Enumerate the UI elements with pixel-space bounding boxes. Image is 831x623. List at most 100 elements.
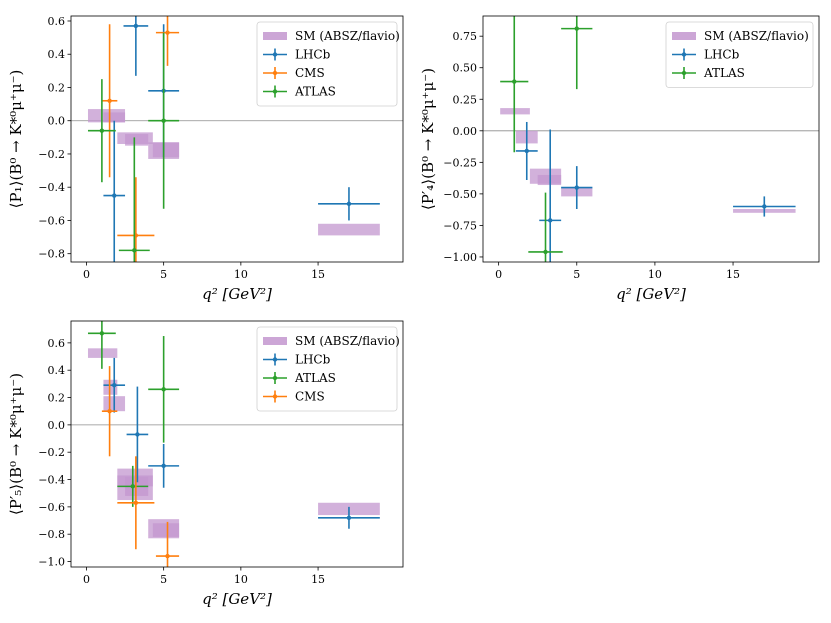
- y-tick-label-5: 0.0: [48, 419, 66, 432]
- marker: [574, 185, 579, 190]
- marker: [165, 553, 170, 559]
- y-axis-label: ⟨P′₄⟩(B⁰ → K*⁰μ⁺μ⁻): [419, 68, 437, 210]
- legend: SM (ABSZ/flavio) LHCb ATLAS: [665, 21, 814, 88]
- cms-point-1: [117, 456, 155, 550]
- marker: [112, 193, 117, 198]
- legend-label: CMS: [295, 390, 325, 404]
- marker: [99, 331, 105, 336]
- chart-p5: 0 5 10 15 −1.0 −0.8 −0.6 −0.4 −0.2 0.0 0.2 0.4 0.6 q²…: [7, 320, 404, 608]
- legend-swatch-marker: [272, 394, 278, 399]
- cms-point-0: [101, 24, 118, 178]
- legend-item-lhcb: LHCb: [672, 48, 740, 62]
- y-tick-label-3: −0.25: [443, 156, 477, 169]
- legend-item-atlas: ATLAS: [263, 371, 336, 385]
- marker: [161, 387, 166, 392]
- legend: SM (ABSZ/flavio) LHCb CMS ATLAS: [256, 21, 400, 107]
- legend-label: CMS: [295, 66, 325, 80]
- x-tick-label-3: 15: [726, 268, 740, 281]
- y-tick-label-2: −0.4: [38, 181, 65, 194]
- marker: [524, 148, 529, 154]
- legend-item-cms: CMS: [263, 390, 325, 404]
- legend-label: LHCb: [295, 353, 331, 367]
- legend-label: LHCb: [295, 48, 331, 62]
- marker: [133, 500, 139, 505]
- y-tick-label-5: 0.2: [48, 81, 66, 94]
- atlas-point-2: [561, 16, 593, 90]
- atlas-point-0: [87, 79, 116, 183]
- marker: [548, 218, 553, 223]
- atlas-point-1: [528, 192, 563, 262]
- lhcb-point-1: [123, 16, 149, 76]
- legend-swatch-marker: [681, 52, 687, 57]
- legend-label: ATLAS: [294, 85, 336, 99]
- y-tick-label-6: 0.50: [453, 62, 478, 75]
- x-tick-label-1: 5: [160, 268, 167, 281]
- marker: [165, 30, 170, 35]
- chart-p4: 0 5 10 15 −1.00 −0.75 −0.50 −0.25 0.00 0.25 0.50 0.…: [419, 15, 820, 303]
- y-axis-label: ⟨P₁⟩(B⁰ → K*⁰μ⁺μ⁻): [7, 70, 25, 209]
- legend-label: SM (ABSZ/flavio): [295, 334, 400, 348]
- y-tick-label-7: 0.4: [48, 364, 66, 377]
- sm-band-6: [318, 223, 380, 236]
- y-tick-label-0: −1.00: [443, 251, 477, 264]
- y-tick-label-7: 0.6: [48, 15, 66, 28]
- x-axis-label: q² [GeV²]: [616, 285, 686, 303]
- x-tick-label-2: 10: [234, 573, 248, 586]
- legend-item-atlas: ATLAS: [672, 66, 745, 80]
- y-tick-label-3: −0.2: [38, 148, 65, 161]
- x-axis-label: q² [GeV²]: [202, 590, 272, 608]
- y-tick-label-2: −0.50: [443, 188, 477, 201]
- y-tick-label-0: −0.8: [38, 248, 65, 261]
- x-tick-label-1: 5: [160, 573, 167, 586]
- sm-band-7: [152, 523, 180, 537]
- lhcb-point-2: [561, 166, 593, 210]
- marker: [346, 515, 352, 520]
- legend-label: ATLAS: [294, 371, 336, 385]
- lhcb-point-3: [733, 196, 796, 217]
- legend-item-lhcb: LHCb: [263, 48, 331, 62]
- legend-box: [665, 21, 814, 88]
- legend-item-atlas: ATLAS: [263, 85, 336, 99]
- plot-area: [483, 16, 819, 262]
- legend-label: LHCb: [704, 48, 740, 62]
- marker: [346, 201, 352, 207]
- marker: [762, 204, 767, 209]
- legend-item-sm-absz-flavio-: SM (ABSZ/flavio): [672, 29, 809, 43]
- y-tick-label-2: −0.6: [38, 501, 65, 514]
- atlas-point-1: [117, 465, 149, 507]
- marker: [135, 432, 140, 437]
- marker: [161, 118, 166, 123]
- y-tick-label-6: 0.2: [48, 392, 66, 405]
- marker: [543, 249, 548, 255]
- y-tick-label-7: 0.75: [453, 30, 478, 43]
- x-axis-label: q² [GeV²]: [202, 285, 272, 303]
- sm-band-3: [125, 134, 149, 146]
- legend-swatch-marker: [272, 357, 278, 362]
- legend-swatch-marker: [272, 70, 278, 76]
- legend-swatch-marker: [272, 52, 278, 57]
- legend-swatch-marker: [681, 70, 687, 76]
- marker: [107, 98, 112, 103]
- legend-label: SM (ABSZ/flavio): [704, 29, 809, 43]
- axes-frame: [482, 15, 820, 263]
- plot-area: [71, 16, 403, 262]
- marker: [130, 484, 135, 489]
- y-axis-label: ⟨P′₅⟩(B⁰ → K*⁰μ⁺μ⁻): [7, 373, 25, 515]
- y-tick-label-0: −1.0: [38, 556, 65, 569]
- legend-box: [256, 326, 398, 412]
- atlas-point-0: [87, 321, 116, 369]
- lhcb-point-0: [103, 120, 126, 262]
- legend-swatch-marker: [272, 89, 278, 94]
- lhcb-point-1: [126, 386, 149, 483]
- chart-p1: 0 5 10 15 −0.8 −0.6 −0.4 −0.2 0.0 0.2 0.4 0.6 q² [Ge…: [7, 15, 404, 303]
- marker: [99, 128, 105, 133]
- y-tick-label-4: 0.00: [453, 125, 478, 138]
- atlas-point-1: [118, 137, 150, 262]
- y-tick-label-4: −0.2: [38, 446, 65, 459]
- x-tick-label-0: 0: [495, 268, 502, 281]
- x-tick-label-2: 10: [648, 268, 662, 281]
- y-tick-label-1: −0.8: [38, 528, 65, 541]
- axes-frame: [70, 320, 404, 568]
- y-tick-label-8: 0.6: [48, 337, 66, 350]
